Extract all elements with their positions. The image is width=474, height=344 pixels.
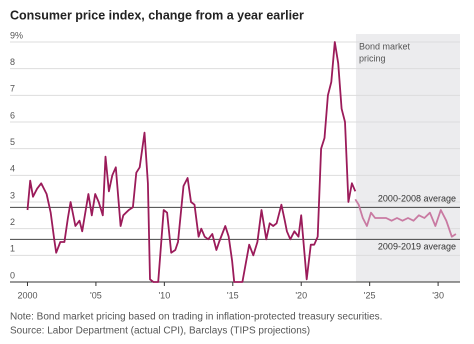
y-tick-label: 4 [10, 164, 15, 174]
source: Source: Labor Department (actual CPI), B… [10, 326, 310, 337]
y-tick-label: 6 [10, 110, 15, 120]
average-label: 2009-2019 average [378, 242, 456, 252]
region-label: Bond market [359, 41, 411, 51]
y-tick-label: 5 [10, 137, 15, 147]
y-tick-label: 1 [10, 244, 15, 254]
x-tick-label: 2000 [17, 290, 37, 300]
y-tick-label: 0 [10, 270, 15, 280]
region-label: pricing [359, 53, 386, 63]
y-tick-label: 3 [10, 190, 15, 200]
cpi-line [26, 41, 357, 283]
x-tick-label: '25 [364, 290, 376, 300]
y-tick-label: 8 [10, 57, 15, 67]
forecast-region [355, 34, 460, 282]
cpi-line [354, 198, 457, 238]
average-label: 2000-2008 average [378, 194, 456, 204]
y-tick-label: 9% [10, 30, 23, 40]
x-tick-label: '20 [295, 290, 307, 300]
chart-title: Consumer price index, change from a year… [10, 8, 304, 22]
note: Note: Bond market pricing based on tradi… [10, 312, 382, 323]
x-tick-label: '05 [90, 290, 102, 300]
x-tick-label: '10 [158, 290, 170, 300]
x-tick-label: '30 [432, 290, 444, 300]
y-tick-label: 7 [10, 84, 15, 94]
y-tick-label: 2 [10, 217, 15, 227]
x-tick-label: '15 [227, 290, 239, 300]
